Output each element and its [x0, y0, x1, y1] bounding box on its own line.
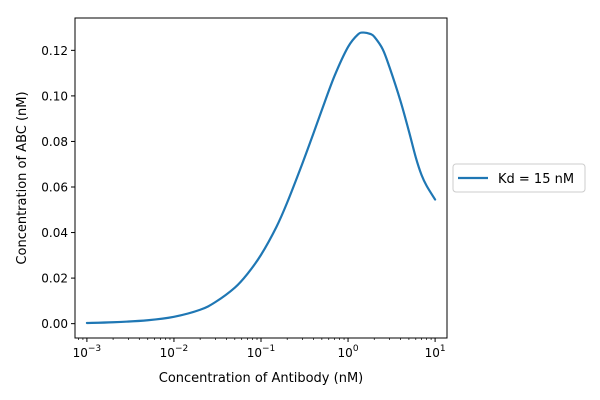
y-tick-label: 0.02 — [41, 272, 68, 286]
x-axis: 10−3 10−2 10−1 100 101 — [73, 338, 446, 360]
x-tick-label: 10−1 — [247, 344, 276, 360]
legend: Kd = 15 nM — [452, 163, 586, 193]
axes-frame — [74, 17, 448, 339]
plot-area — [85, 31, 437, 325]
x-axis-label: Concentration of Antibody (nM) — [159, 371, 363, 386]
legend-label-kd-15: Kd = 15 nM — [498, 172, 574, 187]
y-tick-label: 0.12 — [41, 44, 68, 58]
x-tick-label: 101 — [425, 344, 446, 360]
legend-frame — [452, 163, 586, 193]
x-tick-label: 100 — [338, 344, 359, 360]
y-tick-label: 0.06 — [41, 180, 68, 194]
series-line-kd-15 — [85, 31, 437, 325]
y-tick-label: 0.08 — [41, 135, 68, 149]
y-axis: 0.00 0.02 0.04 0.06 0.08 0.10 0.12 — [41, 44, 75, 331]
y-tick-label: 0.00 — [41, 317, 68, 331]
x-tick-label: 10−2 — [160, 344, 189, 360]
y-axis-label: Concentration of ABC (nM) — [15, 91, 30, 264]
y-tick-label: 0.04 — [41, 226, 68, 240]
y-tick-label: 0.10 — [41, 89, 68, 103]
x-tick-label: 10−3 — [73, 344, 102, 360]
